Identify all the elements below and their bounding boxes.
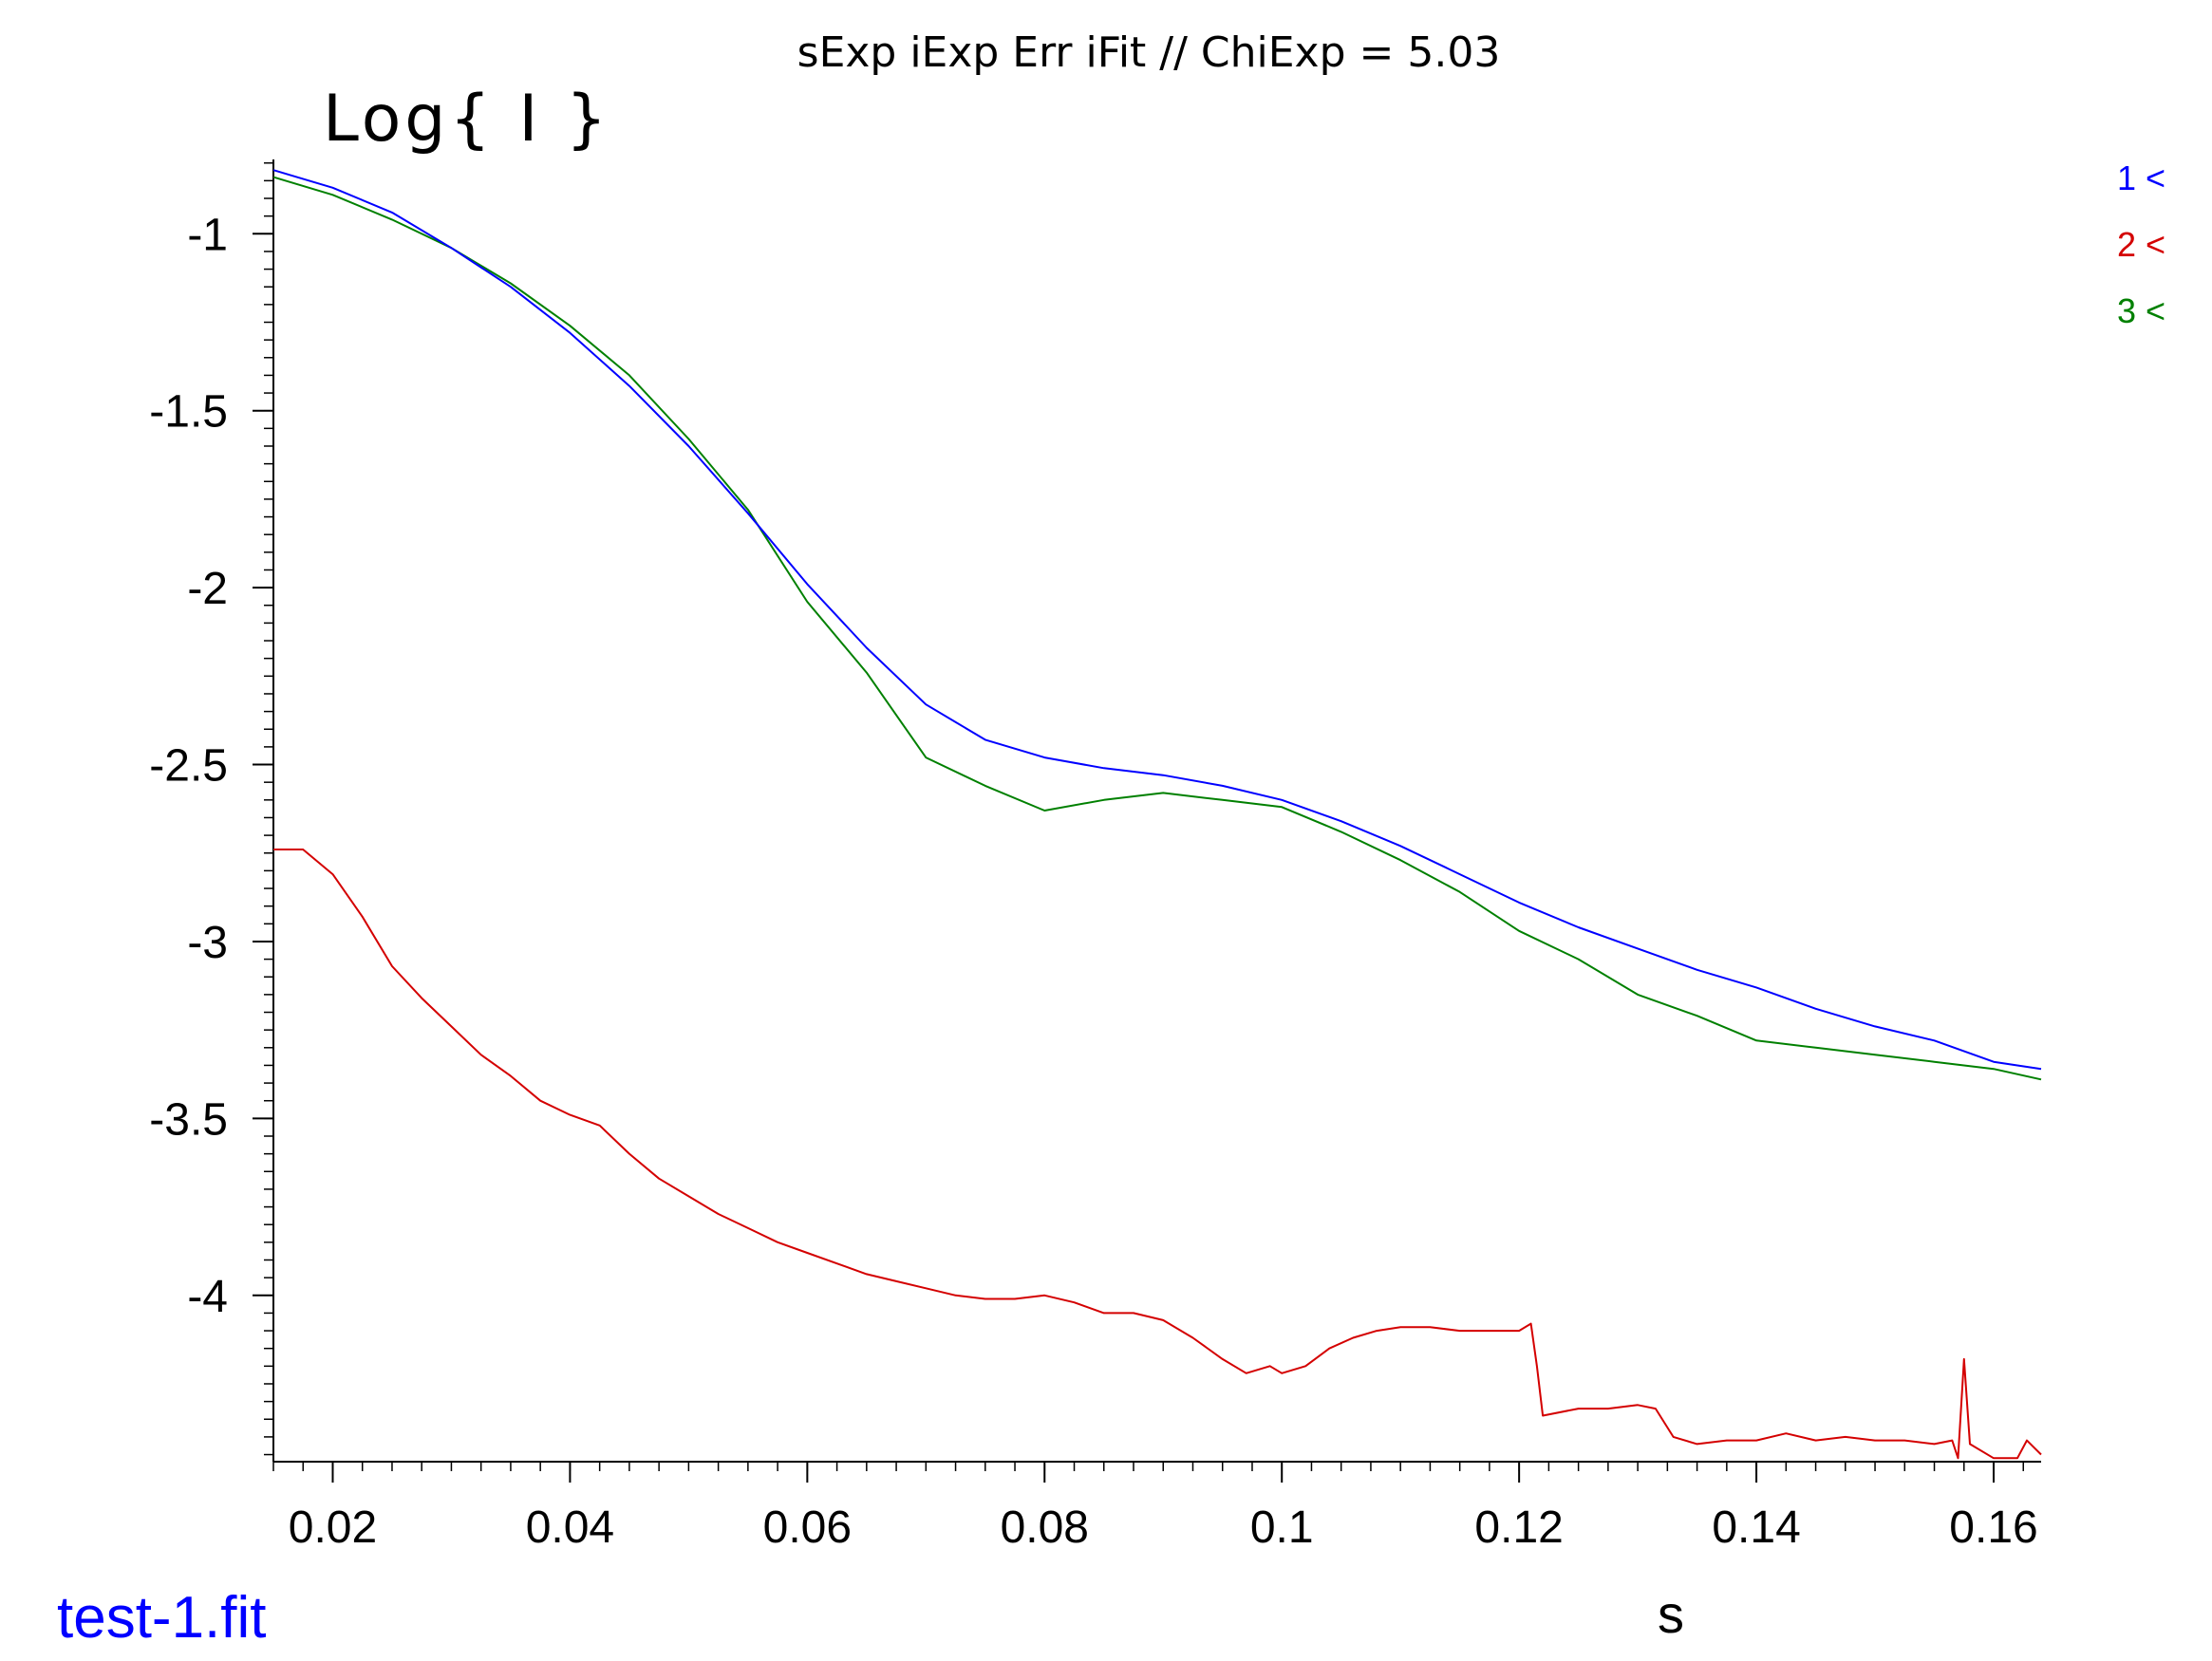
y-tick-label: -3 (187, 918, 228, 968)
y-tick-label: -1 (187, 210, 228, 260)
series-line-1 (272, 169, 2042, 1071)
filename-label: test-1.fit (57, 1585, 267, 1651)
axes: -1 -1.5 -2 -2.5 -3 -3.5 -4 0.02 0.04 0.06 0.08 0.1… (149, 159, 2041, 1553)
y-tick-label: -1.5 (149, 387, 228, 438)
x-tick-label: 0.06 (763, 1502, 852, 1553)
x-tick-label: 0.02 (289, 1502, 377, 1553)
x-tick-label: 0.14 (1712, 1502, 1800, 1553)
series-line-3 (272, 176, 2042, 1081)
y-tick-label: -4 (187, 1272, 228, 1322)
series-line-2 (273, 849, 2042, 1460)
x-tick-label: 0.1 (1250, 1502, 1314, 1553)
legend-entry-1: 1 < (2117, 159, 2165, 197)
legend: 1 < 2 < 3 < (2117, 159, 2165, 330)
y-tick-label: -2.5 (149, 741, 228, 792)
series-layer (272, 169, 2042, 1460)
chart-title: sExp iExp Err iFit // ChiExp = 5.03 (797, 28, 1501, 77)
x-tick-label: 0.12 (1474, 1502, 1563, 1553)
y-tick-label: -2 (187, 564, 228, 614)
x-ticks: 0.02 0.04 0.06 0.08 0.1 0.12 0.14 0.16 (289, 1462, 2038, 1553)
legend-entry-3: 3 < (2117, 291, 2165, 330)
legend-entry-2: 2 < (2117, 225, 2165, 264)
x-axis-label: s (1658, 1584, 1684, 1644)
y-axis-label: Log{ I } (323, 82, 610, 157)
x-tick-label: 0.08 (1001, 1502, 1089, 1553)
y-tick-label: -3.5 (149, 1094, 228, 1145)
x-tick-label: 0.04 (526, 1502, 614, 1553)
y-ticks: -1 -1.5 -2 -2.5 -3 -3.5 -4 (149, 210, 273, 1322)
x-tick-label: 0.16 (1949, 1502, 2037, 1553)
